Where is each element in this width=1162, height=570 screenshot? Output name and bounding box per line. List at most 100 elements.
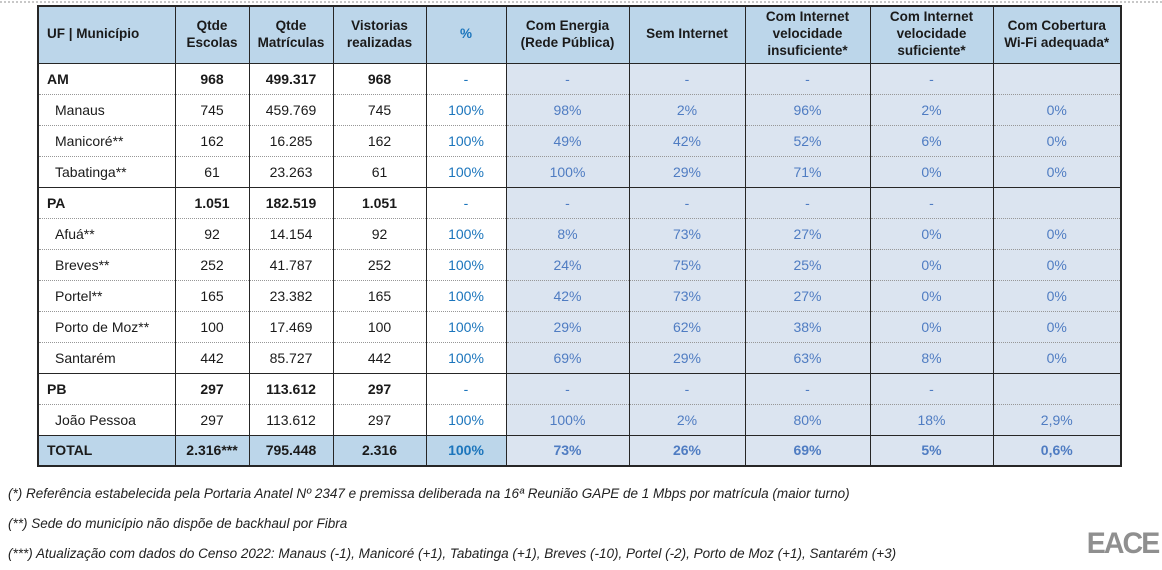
cell-percent: 100% (425, 434, 507, 466)
cell-internet-velocidade-insuficiente: 52% (744, 124, 871, 156)
row-label: PB (37, 372, 176, 404)
cell-com-energia-rede-publica: - (505, 62, 630, 94)
cell-cobertura-wifi-adequada: 2,9% (992, 403, 1122, 435)
row-label: Breves** (37, 248, 176, 280)
cell-com-energia-rede-publica: 24% (505, 248, 630, 280)
cell-sem-internet: 62% (628, 310, 746, 342)
table-row-joão-pessoa: João Pessoa 297 113.612 297 100% 100% 2% 80% 18%… (37, 403, 1122, 435)
cell-cobertura-wifi-adequada (992, 62, 1122, 94)
cell-vistorias-realizadas: 297 (332, 372, 427, 404)
cell-qtde-escolas: 162 (174, 124, 250, 156)
cell-cobertura-wifi-adequada (992, 372, 1122, 404)
footnote-asterisk: (*) Referência estabelecida pela Portari… (8, 486, 850, 501)
cell-percent: 100% (425, 248, 507, 280)
footnotes: (*) Referência estabelecida pela Portari… (8, 486, 896, 570)
cell-com-energia-rede-publica: 29% (505, 310, 630, 342)
cell-qtde-matriculas: 23.263 (248, 155, 334, 187)
footnote-triple-asterisk: (***) Atualização com dados do Censo 202… (8, 546, 897, 561)
cell-vistorias-realizadas: 100 (332, 310, 427, 342)
cell-vistorias-realizadas: 252 (332, 248, 427, 280)
cell-sem-internet: - (628, 186, 746, 218)
cell-percent: 100% (425, 124, 507, 156)
cell-internet-velocidade-insuficiente: 80% (744, 403, 871, 435)
cell-qtde-escolas: 92 (174, 217, 250, 249)
top-dotted-divider (0, 1, 1162, 3)
cell-qtde-matriculas: 16.285 (248, 124, 334, 156)
cell-internet-velocidade-suficiente: - (869, 62, 994, 94)
cell-internet-velocidade-suficiente: 0% (869, 155, 994, 187)
table-row-pb: PB 297 113.612 297- - - - - (37, 372, 1122, 404)
cell-com-energia-rede-publica: 100% (505, 155, 630, 187)
row-label: Manaus (37, 93, 176, 125)
cell-internet-velocidade-suficiente: 0% (869, 310, 994, 342)
cell-percent: 100% (425, 217, 507, 249)
cell-internet-velocidade-insuficiente: 71% (744, 155, 871, 187)
column-header-uf-municipio: UF | Município (37, 6, 176, 64)
cell-vistorias-realizadas: 2.316 (332, 434, 427, 466)
cell-internet-velocidade-suficiente: 0% (869, 248, 994, 280)
cell-internet-velocidade-insuficiente: 69% (744, 434, 871, 466)
table-row-tabatinga: Tabatinga** 61 23.263 61 100% 100% 29% 71% 0% 0% (37, 155, 1122, 187)
cell-internet-velocidade-suficiente: 5% (869, 434, 994, 466)
row-label: TOTAL (37, 434, 176, 466)
cell-cobertura-wifi-adequada: 0% (992, 124, 1122, 156)
cell-com-energia-rede-publica: - (505, 372, 630, 404)
cell-internet-velocidade-suficiente: 8% (869, 341, 994, 373)
cell-vistorias-realizadas: 745 (332, 93, 427, 125)
row-label: Portel** (37, 279, 176, 311)
cell-internet-velocidade-insuficiente: - (744, 372, 871, 404)
cell-cobertura-wifi-adequada: 0% (992, 279, 1122, 311)
row-label: PA (37, 186, 176, 218)
cell-vistorias-realizadas: 1.051 (332, 186, 427, 218)
cell-percent: 100% (425, 310, 507, 342)
cell-qtde-escolas: 252 (174, 248, 250, 280)
cell-qtde-escolas: 297 (174, 372, 250, 404)
vistorias-connectivity-table: UF | Município Qtde Escolas Qtde Matrícula… (37, 5, 1122, 467)
row-label: Afuá** (37, 217, 176, 249)
cell-qtde-matriculas: 459.769 (248, 93, 334, 125)
table-row-porto-de-moz: Porto de Moz** 100 17.469 100 100% 29% 62% 38% 0… (37, 310, 1122, 342)
cell-com-energia-rede-publica: 49% (505, 124, 630, 156)
cell-internet-velocidade-insuficiente: 27% (744, 279, 871, 311)
cell-percent: 100% (425, 155, 507, 187)
column-header-vistorias-realizadas: Vistorias realizadas (332, 6, 427, 64)
cell-com-energia-rede-publica: 42% (505, 279, 630, 311)
cell-qtde-escolas: 968 (174, 62, 250, 94)
table-row-afuá: Afuá** 92 14.154 92 100% 8% 73% 27% 0% 0% (37, 217, 1122, 249)
cell-internet-velocidade-insuficiente: 63% (744, 341, 871, 373)
column-header-qtde-matriculas: Qtde Matrículas (248, 6, 334, 64)
cell-cobertura-wifi-adequada: 0% (992, 248, 1122, 280)
table-row-pa: PA 1.051 182.519 1.051- - - - - (37, 186, 1122, 218)
cell-com-energia-rede-publica: 69% (505, 341, 630, 373)
column-header-cobertura-wifi-adequada: Com Cobertura Wi-Fi adequada* (992, 6, 1122, 64)
cell-qtde-matriculas: 85.727 (248, 341, 334, 373)
cell-qtde-matriculas: 113.612 (248, 372, 334, 404)
row-label: Manicoré** (37, 124, 176, 156)
cell-vistorias-realizadas: 61 (332, 155, 427, 187)
cell-com-energia-rede-publica: 100% (505, 403, 630, 435)
cell-qtde-matriculas: 17.469 (248, 310, 334, 342)
cell-qtde-matriculas: 41.787 (248, 248, 334, 280)
cell-sem-internet: 29% (628, 341, 746, 373)
cell-percent: 100% (425, 341, 507, 373)
cell-internet-velocidade-insuficiente: 38% (744, 310, 871, 342)
footnote-double-asterisk: (**) Sede do município não dispõe de bac… (8, 516, 348, 531)
table-row-manaus: Manaus 745 459.769 745 100% 98% 2% 96% 2% 0% (37, 93, 1122, 125)
cell-percent: - (425, 186, 507, 218)
column-header-sem-internet: Sem Internet (628, 6, 746, 64)
table-row-portel: Portel** 165 23.382 165 100% 42% 73% 27% 0% 0% (37, 279, 1122, 311)
cell-sem-internet: 2% (628, 93, 746, 125)
cell-percent: - (425, 372, 507, 404)
cell-qtde-escolas: 1.051 (174, 186, 250, 218)
cell-percent: - (425, 62, 507, 94)
table-row-breves: Breves** 252 41.787 252 100% 24% 75% 25% 0% 0% (37, 248, 1122, 280)
cell-percent: 100% (425, 279, 507, 311)
cell-vistorias-realizadas: 162 (332, 124, 427, 156)
table-row-santarém: Santarém 442 85.727 442 100% 69% 29% 63% 8% 0% (37, 341, 1122, 373)
cell-qtde-escolas: 61 (174, 155, 250, 187)
cell-internet-velocidade-suficiente: 2% (869, 93, 994, 125)
cell-sem-internet: - (628, 62, 746, 94)
table-header: UF | Município Qtde Escolas Qtde Matrícula… (37, 6, 1122, 64)
cell-sem-internet: 42% (628, 124, 746, 156)
